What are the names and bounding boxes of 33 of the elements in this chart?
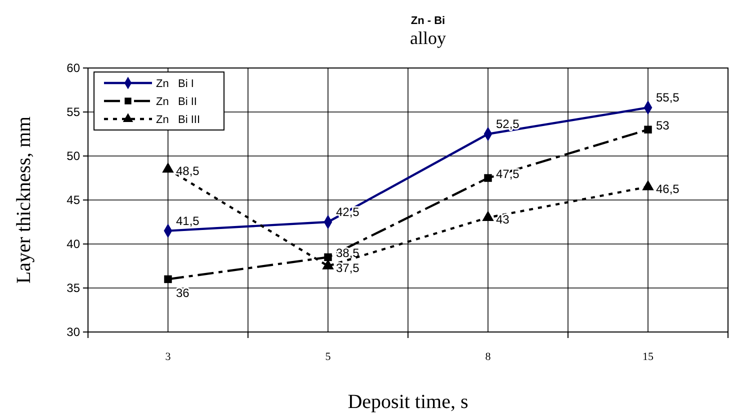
data-label: 55,5 (656, 90, 680, 105)
data-label: 37,5 (336, 261, 360, 275)
x-tick-label: 3 (165, 351, 172, 363)
x-tick-label: 5 (325, 351, 332, 363)
x-tick-label: 8 (485, 351, 492, 363)
point (164, 275, 172, 284)
legend-label: Zn Bi I (156, 78, 194, 90)
legend-label: Zn Bi III (156, 114, 200, 126)
y-axis-title: Layer thickness, mm (13, 116, 35, 284)
y-tick-label: 60 (66, 61, 80, 75)
y-tick-label: 45 (66, 193, 80, 207)
x-tick-label: 15 (642, 351, 654, 363)
y-tick-label: 55 (66, 105, 80, 119)
data-label: 41,5 (176, 214, 200, 228)
y-tick-label: 50 (66, 149, 80, 163)
data-label: 38,5 (336, 246, 360, 260)
y-tick-label: 30 (66, 325, 80, 339)
point (324, 253, 332, 262)
data-label: 53 (656, 118, 670, 133)
data-label: 46,5 (656, 182, 680, 196)
x-axis-title: Deposit time, s (348, 391, 468, 413)
y-tick-label: 40 (66, 237, 80, 251)
chart-subtitle: alloy (410, 28, 446, 48)
y-tick-label: 35 (66, 281, 80, 295)
data-label: 43 (496, 212, 510, 227)
data-label: 48,5 (176, 164, 200, 178)
legend-label: Zn Bi II (156, 96, 197, 108)
point (642, 180, 654, 190)
point (484, 174, 492, 182)
chart-title: Zn - Bi (410, 15, 446, 27)
data-label: 52,5 (496, 117, 520, 131)
data-label: 36 (176, 286, 190, 300)
point (644, 126, 652, 134)
